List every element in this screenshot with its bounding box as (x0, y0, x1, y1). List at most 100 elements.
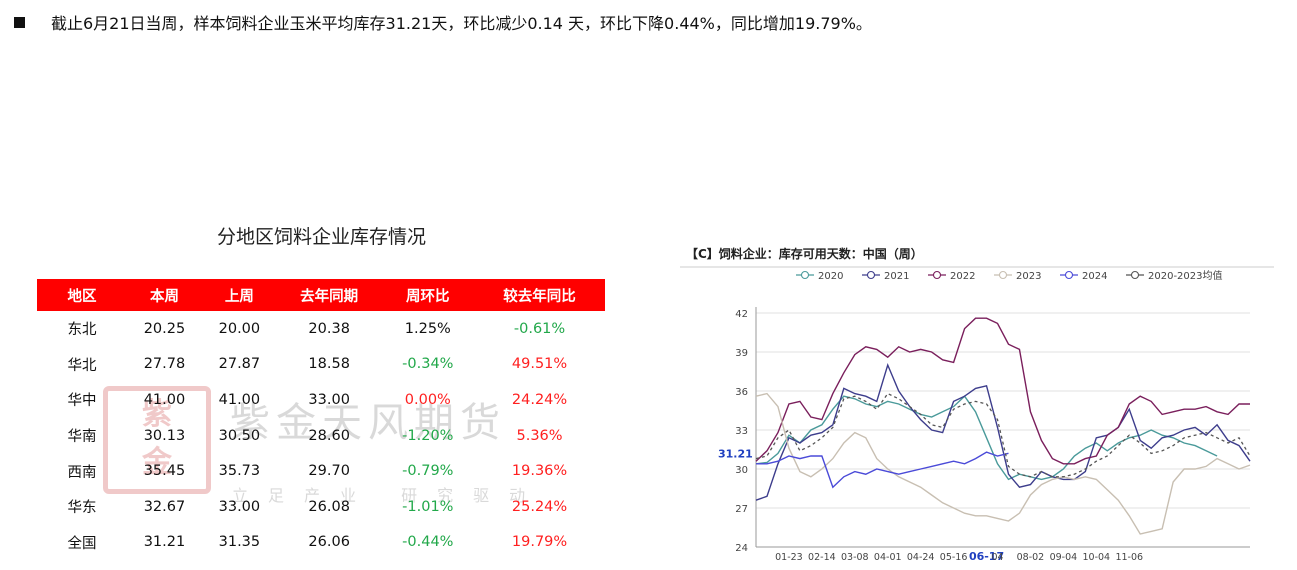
cell-wow: -1.01% (402, 498, 454, 515)
watermark-company-name: 紫金天风期货 (230, 400, 506, 446)
cell-wow: -0.79% (402, 463, 454, 480)
table-row: 全国 31.21 31.35 26.06 -0.44% 19.79% (37, 525, 605, 561)
cell-region: 西南 (67, 464, 97, 481)
header-yoy: 较去年同比 (474, 279, 605, 311)
cell-last-year: 29.70 (308, 463, 350, 480)
cell-last-week: 35.73 (218, 463, 261, 480)
cell-region: 华中 (67, 393, 97, 410)
cell-region: 华北 (67, 357, 97, 374)
cell-this-week: 20.25 (143, 320, 186, 337)
cell-wow: -1.20% (402, 427, 454, 444)
x-tick-label: 08-02 (1017, 552, 1045, 563)
table-row: 华中 41.00 41.00 33.00 0.00% 24.24% (37, 382, 605, 418)
legend-label: 2024 (1082, 271, 1107, 282)
cell-last-week: 31.35 (218, 534, 261, 551)
legend-label: 2020 (818, 271, 843, 282)
cell-region: 华南 (67, 429, 97, 446)
header-region: 地区 (37, 279, 127, 311)
series-line-2021 (755, 362, 1251, 501)
current-value-label: 31.21 (718, 447, 753, 460)
y-tick-label: 24 (735, 543, 748, 554)
x-tick-label: 04-24 (907, 552, 935, 563)
header-wow: 周环比 (381, 279, 475, 311)
cell-last-week: 30.50 (218, 427, 261, 444)
y-tick-label: 30 (735, 465, 748, 476)
series-line-2022 (755, 317, 1250, 465)
x-tick-label: 10-04 (1083, 552, 1111, 563)
cell-last-week: 41.00 (218, 391, 261, 408)
cell-last-week: 33.00 (218, 498, 261, 515)
x-tick-label: 05-16 (940, 552, 968, 563)
cell-yoy: -0.61% (513, 320, 566, 337)
watermark-slogan: 立足产业 研究驱动 (232, 486, 546, 505)
cell-this-week: 35.45 (143, 463, 186, 480)
cell-yoy: 19.79% (511, 534, 568, 551)
x-tick-label: 09-04 (1050, 552, 1078, 563)
header-this-week: 本周 (127, 279, 202, 311)
cell-this-week: 32.67 (143, 498, 186, 515)
cell-last-year: 28.60 (308, 427, 350, 444)
legend-marker-2023 (998, 270, 1008, 280)
cell-yoy: 25.24% (511, 498, 568, 515)
cell-last-year: 18.58 (308, 356, 350, 373)
table-row: 华南 30.13 30.50 28.60 -1.20% 5.36% (37, 418, 605, 454)
cell-region: 全国 (67, 535, 97, 552)
cell-wow: 0.00% (404, 391, 451, 408)
header-last-year: 去年同期 (276, 279, 382, 311)
legend-marker-2024 (1064, 270, 1074, 280)
table-row: 西南 35.45 35.73 29.70 -0.79% 19.36% (37, 453, 605, 489)
cell-wow: -0.34% (402, 356, 454, 373)
cell-last-week: 20.00 (218, 320, 261, 337)
table-row: 东北 20.25 20.00 20.38 1.25% -0.61% (37, 311, 605, 347)
y-tick-label: 36 (735, 387, 748, 398)
headline-text: 截止6月21日当周，样本饲料企业玉米平均库存31.21天，环比减少0.14 天，… (51, 14, 872, 33)
chart-title: 【C】饲料企业：库存可用天数：中国（周） (686, 246, 923, 261)
x-tick-label: 03-08 (841, 552, 869, 563)
inventory-days-chart: 【C】饲料企业：库存可用天数：中国（周） 2020 2021 2022 2023 2024… (680, 246, 1274, 563)
series-line-2020 (755, 395, 1218, 481)
table-title: 分地区饲料企业库存情况 (216, 226, 426, 248)
watermark-seal-logo: 紫金 (103, 386, 211, 494)
header-last-week: 上周 (201, 279, 277, 311)
series-line-2020-2023均值 (755, 392, 1251, 478)
legend-marker-2021 (866, 270, 876, 280)
cell-this-week: 30.13 (143, 427, 186, 444)
cell-yoy: 5.36% (516, 427, 563, 444)
cell-region: 东北 (67, 322, 97, 339)
series-line-2024 (756, 451, 1009, 489)
headline: 截止6月21日当周，样本饲料企业玉米平均库存31.21天，环比减少0.14 天，… (14, 10, 872, 34)
cell-this-week: 41.00 (143, 391, 186, 408)
cell-this-week: 31.21 (143, 534, 186, 551)
x-tick-label: 06-17 (969, 550, 1004, 563)
cell-last-week: 27.87 (218, 356, 261, 373)
region-inventory-table: 地区 本周 上周 去年同期 周环比 较去年同比 东北 20.25 20.00 20.3… (37, 279, 605, 560)
legend-label: 2021 (884, 271, 909, 282)
y-tick-label: 33 (735, 426, 748, 437)
x-tick-label: 01-23 (775, 552, 803, 563)
bullet-icon (14, 17, 25, 28)
table-header-row: 地区 本周 上周 去年同期 周环比 较去年同比 (37, 279, 605, 311)
cell-last-year: 26.08 (308, 498, 350, 515)
table-row: 华北 27.78 27.87 18.58 -0.34% 49.51% (37, 347, 605, 383)
x-tick-label: 02-14 (808, 552, 836, 563)
y-tick-label: 27 (735, 504, 748, 515)
cell-wow: -0.44% (402, 534, 454, 551)
cell-wow: 1.25% (404, 320, 451, 337)
series-line-2023 (755, 392, 1251, 535)
x-tick-label: 04 (991, 552, 1003, 563)
x-tick-label: 11-06 (1115, 552, 1143, 563)
x-tick-label: 04-01 (874, 552, 902, 563)
table-row: 华东 32.67 33.00 26.08 -1.01% 25.24% (37, 489, 605, 525)
legend-marker-2020-2023均值 (1130, 270, 1140, 280)
cell-last-year: 26.06 (308, 534, 350, 551)
legend-marker-2022 (932, 270, 942, 280)
cell-region: 华东 (67, 500, 97, 517)
legend-label: 2020-2023均值 (1148, 269, 1223, 282)
cell-yoy: 49.51% (511, 356, 568, 373)
cell-yoy: 19.36% (511, 463, 568, 480)
y-tick-label: 42 (735, 309, 748, 320)
legend-label: 2022 (950, 271, 975, 282)
cell-last-year: 20.38 (308, 320, 350, 337)
cell-last-year: 33.00 (308, 391, 350, 408)
y-tick-label: 39 (735, 348, 748, 359)
